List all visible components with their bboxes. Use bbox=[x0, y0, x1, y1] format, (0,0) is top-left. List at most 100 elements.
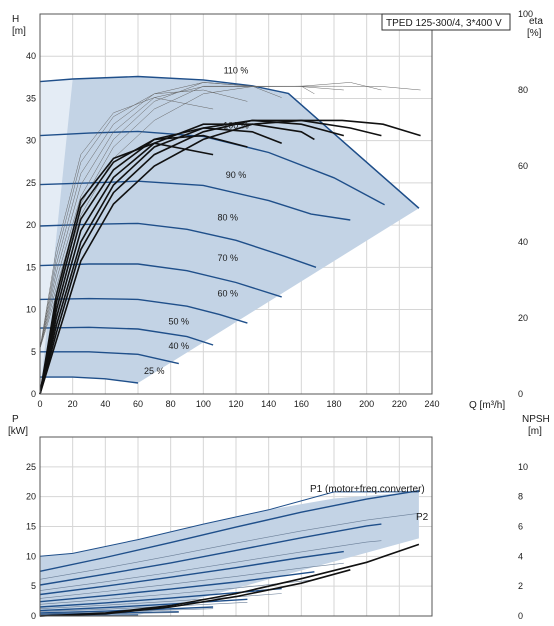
y-tick-label: 20 bbox=[26, 220, 36, 230]
p1-envelope-line bbox=[39, 491, 419, 557]
speed-label: 100 % bbox=[223, 120, 249, 130]
efficiency-curve bbox=[39, 119, 345, 395]
y-axis-unit-power: [kW] bbox=[8, 426, 28, 437]
power-curve bbox=[39, 571, 315, 603]
x-tick-label: 20 bbox=[68, 399, 78, 409]
head-axis-ticks: 0 20 40 60 80 100 120 140 160 180 200 220 2400510152… bbox=[26, 9, 533, 409]
speed-curve bbox=[40, 376, 139, 384]
x-tick-label: 200 bbox=[359, 399, 374, 409]
x-tick-label: 220 bbox=[392, 399, 407, 409]
y2-axis-unit-eta: [%] bbox=[527, 28, 542, 39]
head-efficiency-panel: 110 % 100 % 90 % 80 % 70 % 60 % 50 % 40 % 25 % 0… bbox=[12, 9, 543, 411]
y2-tick-label: 6 bbox=[518, 522, 523, 532]
y-tick-label: 25 bbox=[26, 178, 36, 188]
speed-label: 80 % bbox=[218, 212, 239, 222]
y-tick-label: 0 bbox=[31, 389, 36, 399]
y-tick-label: 35 bbox=[26, 93, 36, 103]
speed-label: 90 % bbox=[226, 170, 247, 180]
efficiency-iso-curve bbox=[39, 89, 248, 349]
p2-power-curve bbox=[39, 562, 344, 599]
power-curve bbox=[39, 523, 382, 586]
y2-tick-label: 100 bbox=[518, 9, 533, 19]
y2-tick-label: 80 bbox=[518, 85, 528, 95]
y2-axis-label-npsh: NPSH bbox=[522, 414, 550, 425]
title-frame bbox=[381, 13, 511, 31]
x-axis-label-flow: Q [m³/h] bbox=[469, 400, 505, 411]
x-tick-label: 0 bbox=[37, 399, 42, 409]
y-tick-label: 5 bbox=[31, 581, 36, 591]
y-tick-label: 25 bbox=[26, 462, 36, 472]
envelope-power-fill bbox=[40, 490, 419, 616]
y-tick-label: 40 bbox=[26, 51, 36, 61]
low-flow-region bbox=[40, 79, 73, 394]
speed-curve bbox=[39, 222, 317, 268]
pump-title-box: TPED 125-300/4, 3*400 V bbox=[381, 13, 511, 31]
y-tick-label: 30 bbox=[26, 136, 36, 146]
power-curve bbox=[39, 550, 344, 596]
head-plot-frame bbox=[39, 13, 433, 395]
power-npsh-panel: 0 5 10 15 20 25 0 2 4 6 8 10 P [kW] NPSH [m] P1 (mo… bbox=[8, 414, 550, 621]
y-tick-label: 20 bbox=[26, 492, 36, 502]
x-tick-label: 80 bbox=[166, 399, 176, 409]
x-tick-label: 100 bbox=[196, 399, 211, 409]
x-tick-label: 40 bbox=[100, 399, 110, 409]
speed-label: 70 % bbox=[218, 253, 239, 263]
x-tick-label: 140 bbox=[261, 399, 276, 409]
x-tick-label: 180 bbox=[326, 399, 341, 409]
y-tick-label: 5 bbox=[31, 347, 36, 357]
power-axis-ticks: 0 5 10 15 20 25 0 2 4 6 8 10 bbox=[26, 462, 528, 621]
y-axis-label-power: P bbox=[12, 414, 19, 425]
efficiency-iso-curve bbox=[39, 82, 282, 349]
y2-tick-label: 60 bbox=[518, 161, 528, 171]
p2-power-curve bbox=[39, 579, 315, 605]
y2-tick-label: 40 bbox=[518, 237, 528, 247]
p2-power-curve bbox=[39, 602, 248, 612]
efficiency-curve bbox=[39, 119, 382, 395]
y2-tick-label: 10 bbox=[518, 462, 528, 472]
y2-tick-label: 20 bbox=[518, 313, 528, 323]
efficiency-iso-curve bbox=[39, 97, 214, 349]
y-tick-label: 15 bbox=[26, 522, 36, 532]
efficiency-curve bbox=[39, 142, 214, 395]
speed-curve-labels: 110 % 100 % 90 % 80 % 70 % 60 % 50 % 40 % 25 % bbox=[144, 66, 249, 377]
x-tick-label: 120 bbox=[228, 399, 243, 409]
y-tick-label: 10 bbox=[26, 305, 36, 315]
speed-curve bbox=[39, 75, 420, 209]
p2-power-curve bbox=[39, 593, 282, 609]
speed-label: 40 % bbox=[169, 341, 190, 351]
speed-curve bbox=[40, 351, 179, 365]
npsh-curve bbox=[39, 569, 351, 617]
power-curve bbox=[39, 587, 282, 608]
y2-tick-label: 8 bbox=[518, 492, 523, 502]
speed-label: 110 % bbox=[224, 66, 249, 76]
speed-curve bbox=[39, 180, 351, 221]
power-curve bbox=[39, 490, 420, 572]
efficiency-curve bbox=[39, 134, 248, 395]
x-tick-label: 240 bbox=[424, 399, 439, 409]
p2-power-curve bbox=[39, 513, 419, 580]
efficiency-curves bbox=[39, 82, 421, 395]
efficiency-curve bbox=[39, 127, 282, 395]
p2-curve-label: P2 bbox=[416, 512, 429, 523]
speed-curve bbox=[39, 326, 214, 346]
p1-curve-label: P1 (motor+freq.converter) bbox=[310, 484, 425, 495]
power-plot-frame bbox=[39, 436, 433, 617]
efficiency-curve bbox=[39, 119, 421, 395]
y2-tick-label: 2 bbox=[518, 581, 523, 591]
chart-title: TPED 125-300/4, 3*400 V bbox=[386, 18, 502, 29]
speed-curve bbox=[39, 297, 248, 324]
speed-label: 60 % bbox=[218, 288, 239, 298]
y2-tick-label: 0 bbox=[518, 611, 523, 621]
y-axis-unit-head: [m] bbox=[12, 26, 26, 37]
operating-envelope-power bbox=[39, 490, 419, 616]
speed-label: 50 % bbox=[169, 316, 190, 326]
npsh-curves bbox=[39, 543, 420, 617]
p2-power-curve bbox=[39, 540, 382, 591]
y2-axis-label-eta: eta bbox=[529, 16, 543, 27]
speed-curve bbox=[39, 263, 282, 298]
speed-label: 25 % bbox=[144, 366, 165, 376]
y2-tick-label: 4 bbox=[518, 551, 523, 561]
x-tick-label: 60 bbox=[133, 399, 143, 409]
y2-tick-label: 0 bbox=[518, 389, 523, 399]
